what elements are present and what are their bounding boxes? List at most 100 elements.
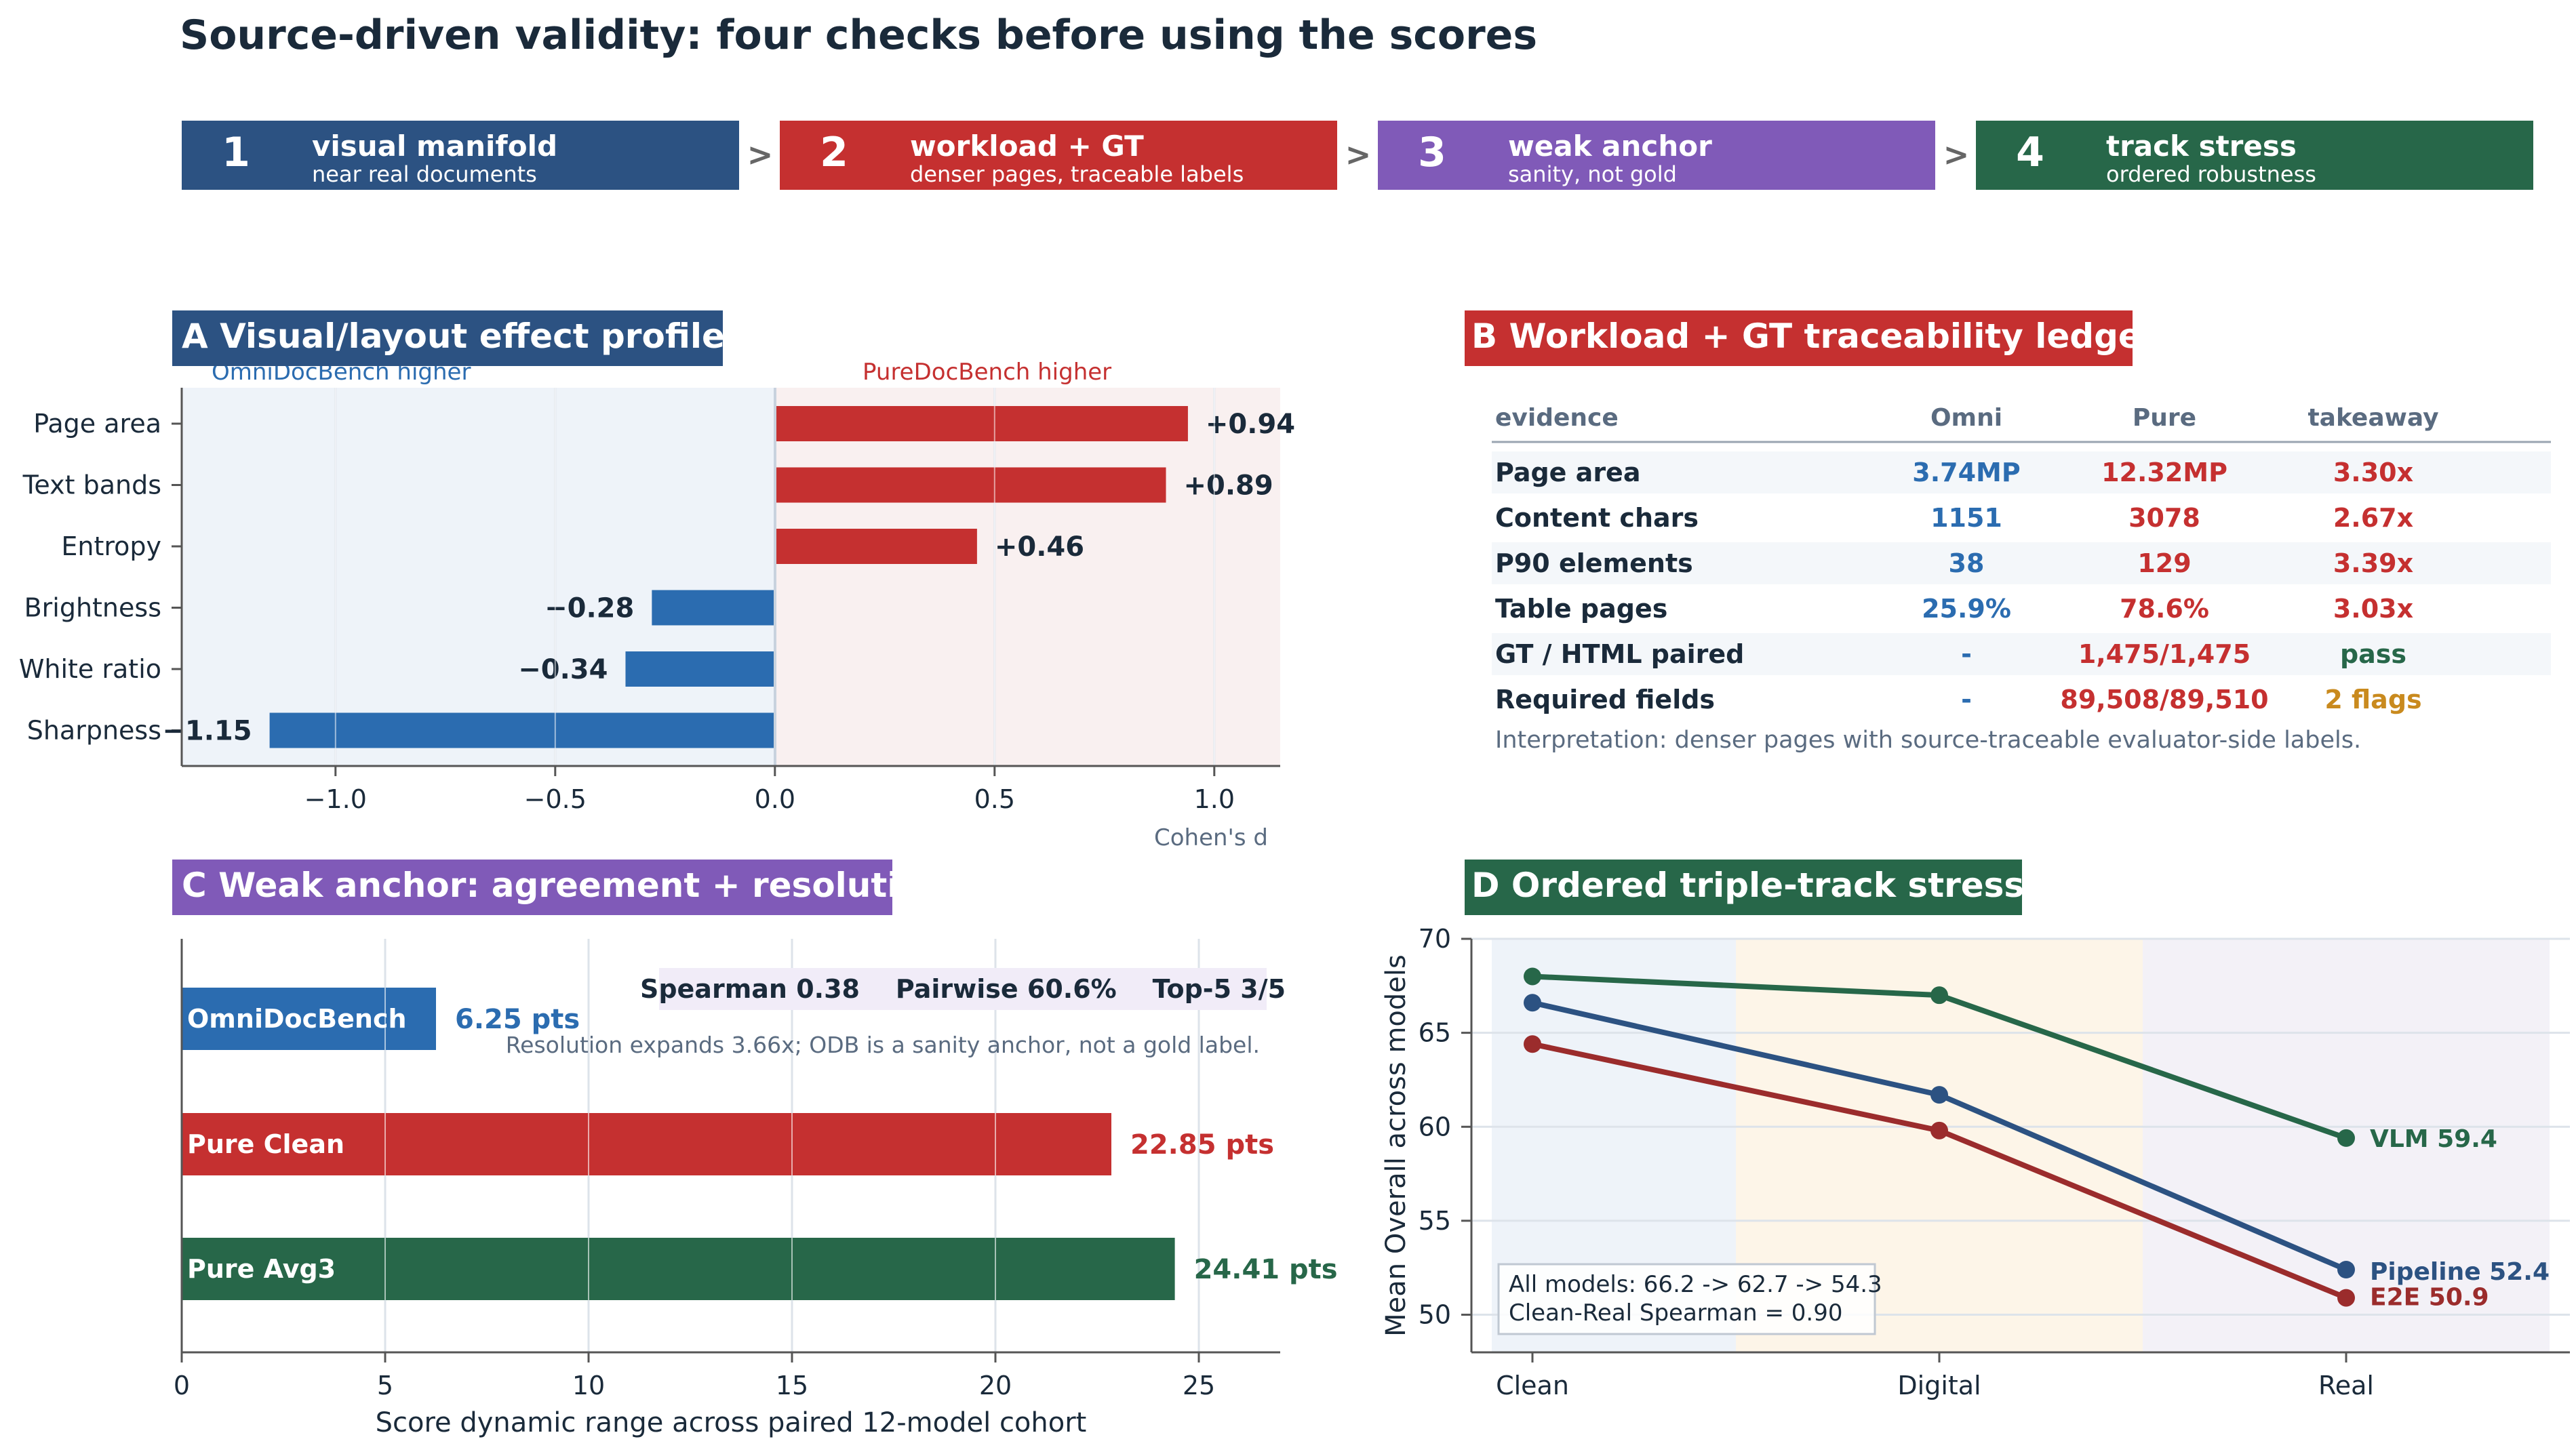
panel-a-x-tick-label: −0.5: [524, 784, 587, 814]
panel-d-point: [1524, 967, 1541, 986]
panel-c-bar-label: OmniDocBench: [187, 1004, 407, 1034]
panel-b-cell-takeaway: 2.67x: [2333, 503, 2413, 533]
panel-c-header: [172, 860, 892, 915]
panel-d-end-label: E2E 50.9: [2370, 1284, 2489, 1312]
panel-b-cell-takeaway: 3.39x: [2333, 548, 2413, 578]
panel-c-value-label: 22.85 pts: [1130, 1129, 1274, 1160]
panel-b-header-pure: Pure: [2133, 404, 2196, 432]
panel-d-x-tick-label: Clean: [1496, 1371, 1569, 1400]
panel-a-x-tick-label: 0.5: [974, 784, 1015, 814]
step-3-box: [1378, 121, 1935, 190]
panel-c-x-tick-label: 5: [377, 1371, 393, 1400]
panel-c-stats: Spearman 0.38 Pairwise 60.6% Top-5 3/5: [640, 974, 1286, 1004]
step-1: 1 visual manifold near real documents: [182, 121, 739, 190]
step-1-subtitle: near real documents: [312, 161, 537, 187]
panel-a-title: A Visual/layout effect profile: [182, 317, 725, 356]
step-arrow-2: >: [1345, 136, 1372, 173]
panel-b-cell-takeaway: pass: [2340, 639, 2406, 669]
step-2-subtitle: denser pages, traceable labels: [910, 161, 1244, 187]
panel-b-cell-evidence: Page area: [1495, 458, 1640, 487]
panel-d-point: [2337, 1289, 2355, 1307]
panel-b-title: B Workload + GT traceability ledger: [1471, 317, 2158, 356]
panel-a-bar: [625, 651, 775, 687]
panel-c-x-tick-label: 25: [1183, 1371, 1215, 1400]
panel-c-x-tick-label: 10: [572, 1371, 605, 1400]
panel-d-y-tick-label: 60: [1419, 1112, 1451, 1142]
panel-b-cell-pure: 3078: [2128, 503, 2200, 533]
panel-a-value-label: −0.28: [544, 593, 634, 624]
panel-b-header: [1465, 310, 2133, 366]
panel-b-cell-takeaway: 3.03x: [2333, 594, 2413, 624]
panel-a-bar: [652, 590, 775, 626]
step-3-title: weak anchor: [1508, 129, 1712, 163]
panel-d-point: [2337, 1129, 2355, 1147]
panel-a-category-label: Brightness: [24, 593, 161, 623]
step-3-number: 3: [1418, 129, 1446, 176]
panel-d-header: [1465, 860, 2022, 915]
panel-a-left-shade: [182, 388, 775, 766]
panel-c-x-tick-label: 20: [979, 1371, 1012, 1400]
panel-a-value-label: −1.15: [162, 716, 252, 747]
panel-a-category-label: Text bands: [22, 470, 161, 500]
panel-d-note-line2: Clean-Real Spearman = 0.90: [1509, 1299, 1842, 1327]
panel-a-category-label: Entropy: [61, 531, 161, 561]
panel-c-note: Resolution expands 3.66x; ODB is a sanit…: [506, 1032, 1260, 1058]
panel-b-cell-evidence: P90 elements: [1495, 548, 1693, 578]
panel-d-point: [1930, 1086, 1948, 1104]
step-2-number: 2: [820, 129, 848, 176]
panel-d-point: [2337, 1261, 2355, 1278]
step-arrow-3: >: [1943, 136, 1970, 173]
panel-d-end-label: Pipeline 52.4: [2370, 1258, 2550, 1286]
panel-d-x-tick-label: Real: [2318, 1371, 2374, 1400]
step-4-box: [1976, 121, 2533, 190]
panel-a-right-shade: [775, 388, 1280, 766]
panel-d-y-tick-label: 50: [1419, 1300, 1451, 1330]
panel-b-cell-omni: 1151: [1930, 503, 2002, 533]
panel-a-value-label: −0.34: [518, 654, 608, 685]
panel-d-point: [1524, 1035, 1541, 1053]
step-1-box: [182, 121, 739, 190]
panel-d-y-tick-label: 55: [1419, 1206, 1451, 1236]
panel-a-category-label: Sharpness: [27, 716, 161, 746]
figure-title: Source-driven validity: four checks befo…: [180, 12, 1537, 59]
panel-d-x-tick-label: Digital: [1897, 1371, 1981, 1400]
panel-a-value-label: +0.94: [1206, 409, 1295, 440]
panel-c-bar-label: Pure Avg3: [187, 1254, 336, 1284]
panel-a-bar: [774, 467, 1166, 503]
panel-d-y-tick-label: 70: [1419, 924, 1451, 954]
panel-a-right-region-label: PureDocBench higher: [863, 359, 1111, 386]
panel-b-cell-omni: 3.74MP: [1912, 458, 2020, 487]
panel-d-point: [1524, 994, 1541, 1012]
panel-b-cell-takeaway: 3.30x: [2333, 458, 2413, 487]
panel-b-cell-takeaway: 2 flags: [2324, 685, 2421, 714]
panel-d-end-label: VLM 59.4: [2370, 1125, 2497, 1153]
panel-c-bar: [182, 1238, 1175, 1300]
panel-c-value-label: 24.41 pts: [1194, 1254, 1338, 1285]
step-4-title: track stress: [2106, 129, 2297, 163]
panel-b-cell-pure: 1,475/1,475: [2078, 639, 2251, 669]
step-4-subtitle: ordered robustness: [2106, 161, 2316, 187]
panel-c-weak-anchor: C Weak anchor: agreement + resolution 0 5…: [172, 860, 1338, 1438]
panel-c-x-label: Score dynamic range across paired 12-mod…: [376, 1407, 1087, 1438]
panel-b-header-omni: Omni: [1930, 404, 2002, 432]
panel-b-cell-pure: 12.32MP: [2101, 458, 2227, 487]
panel-d-title: D Ordered triple-track stress: [1471, 866, 2024, 905]
panel-c-value-label: 6.25 pts: [455, 1004, 580, 1035]
panel-b-note: Interpretation: denser pages with source…: [1495, 727, 2361, 754]
panel-b-header-evidence: evidence: [1495, 404, 1619, 432]
step-4: 4 track stress ordered robustness: [1976, 121, 2533, 190]
panel-b-cell-omni: -: [1961, 685, 1972, 714]
panel-d-note-box: [1497, 1263, 1876, 1335]
panel-a-x-tick-label: −1.0: [304, 784, 367, 814]
panel-a-category-label: White ratio: [19, 654, 161, 684]
panel-c-title: C Weak anchor: agreement + resolution: [182, 866, 946, 905]
panel-c-bar: [182, 1113, 1111, 1175]
panel-a-category-label: Page area: [33, 409, 161, 439]
panel-a-x-tick-label: 0.0: [755, 784, 795, 814]
panel-b-cell-evidence: GT / HTML paired: [1495, 639, 1744, 669]
panel-b-cell-evidence: Required fields: [1495, 685, 1715, 714]
step-1-number: 1: [222, 129, 250, 176]
panel-d-note-line1: All models: 66.2 -> 62.7 -> 54.3: [1509, 1271, 1882, 1298]
step-arrow-1: >: [747, 136, 774, 173]
